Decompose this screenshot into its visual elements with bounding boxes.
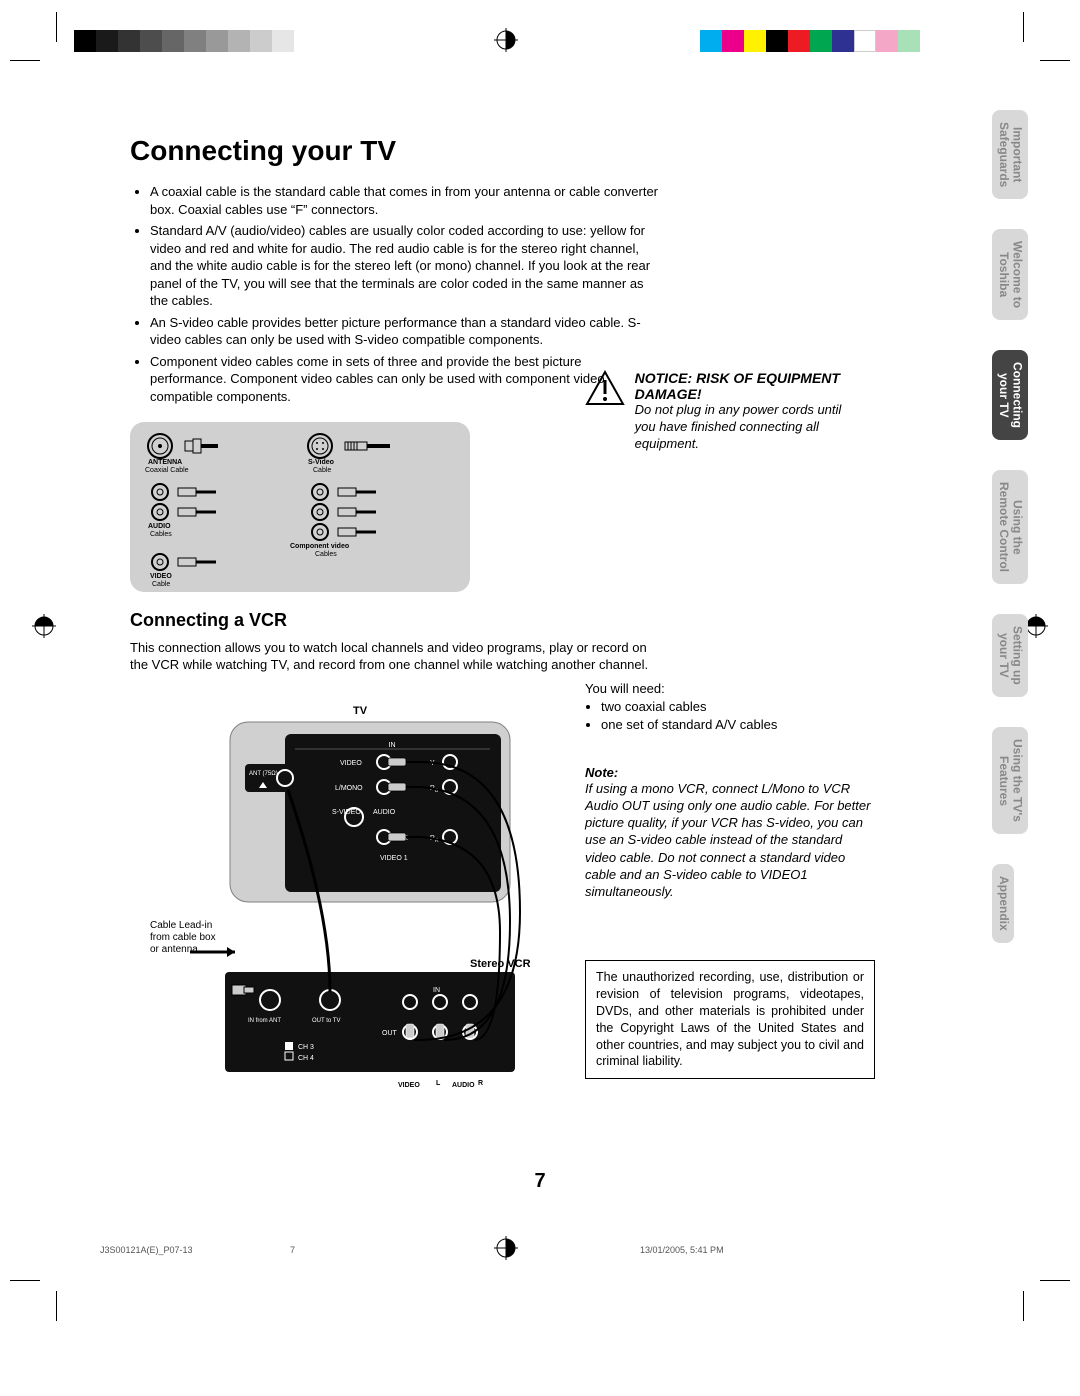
svg-text:AUDIO: AUDIO — [452, 1082, 475, 1089]
notice-body: Do not plug in any power cords until you… — [635, 402, 842, 451]
svg-text:IN from ANT: IN from ANT — [248, 1018, 281, 1024]
svg-text:VIDEO 1: VIDEO 1 — [380, 855, 408, 862]
svg-text:CH 4: CH 4 — [298, 1055, 314, 1062]
registration-mark-right — [1024, 614, 1048, 638]
crop-mark — [56, 1291, 57, 1321]
notice-head: NOTICE: RISK OF EQUIPMENT DAMAGE! — [635, 370, 840, 402]
crop-mark — [10, 60, 40, 61]
colorbar-cmyk — [700, 30, 920, 52]
svg-text:L: L — [436, 1080, 441, 1087]
tab-remote: Using theRemote Control — [992, 470, 1028, 584]
note-body: If using a mono VCR, connect L/Mono to V… — [585, 780, 875, 900]
you-will-need: You will need: two coaxial cables one se… — [585, 680, 865, 735]
vcr-heading: Connecting a VCR — [130, 610, 830, 631]
need-intro: You will need: — [585, 680, 865, 698]
main-content: Connecting your TV A coaxial cable is th… — [130, 135, 830, 1092]
svg-text:L/MONO: L/MONO — [335, 785, 363, 792]
svg-text:OUT: OUT — [382, 1030, 398, 1037]
svg-text:Component video: Component video — [290, 543, 349, 550]
svg-text:IN: IN — [389, 742, 396, 749]
footer-page: 7 — [290, 1245, 295, 1255]
list-item: An S-video cable provides better picture… — [150, 314, 660, 349]
svg-text:OUT to TV: OUT to TV — [312, 1018, 340, 1024]
tab-setup: Setting upyour TV — [992, 614, 1028, 697]
tv-vcr-diagram: TV IN VIDEO L/MONO S-VIDEO AUDIO R VIDEO… — [130, 692, 530, 1092]
tab-safeguards: ImportantSafeguards — [992, 110, 1028, 199]
svg-text:VIDEO: VIDEO — [150, 573, 172, 580]
tab-features: Using the TV'sFeatures — [992, 727, 1028, 834]
svg-text:AUDIO: AUDIO — [148, 523, 171, 530]
svg-text:Cable Lead-in: Cable Lead-in — [150, 920, 212, 931]
list-item: one set of standard A/V cables — [601, 716, 865, 734]
notice-box: NOTICE: RISK OF EQUIPMENT DAMAGE! Do not… — [585, 370, 865, 453]
note-head: Note: — [585, 765, 875, 780]
crop-mark — [1023, 1291, 1024, 1321]
crop-mark — [1040, 60, 1070, 61]
registration-mark-left — [32, 614, 56, 638]
warning-triangle-icon — [585, 370, 625, 409]
tab-welcome: Welcome toToshiba — [992, 229, 1028, 320]
svg-text:R: R — [478, 1080, 483, 1087]
colorbar-grayscale — [74, 30, 294, 52]
list-item: A coaxial cable is the standard cable th… — [150, 183, 660, 218]
svg-text:TV: TV — [353, 705, 368, 717]
tab-connecting: Connectingyour TV — [992, 350, 1028, 440]
svg-text:Cable: Cable — [152, 581, 170, 588]
svg-text:Cables: Cables — [150, 531, 172, 538]
svg-text:IN: IN — [433, 987, 440, 994]
svg-text:CH 3: CH 3 — [298, 1044, 314, 1051]
svg-text:from cable box: from cable box — [150, 932, 216, 943]
svg-text:Cables: Cables — [315, 551, 337, 558]
svg-text:S-Video: S-Video — [308, 459, 334, 466]
footer-filename: J3S00121A(E)_P07-13 — [100, 1245, 193, 1255]
svg-text:Cable: Cable — [313, 467, 331, 474]
cable-description-list: A coaxial cable is the standard cable th… — [150, 183, 660, 406]
label-coax: Coaxial Cable — [145, 467, 189, 474]
copyright-warning: The unauthorized recording, use, distrib… — [585, 960, 875, 1079]
registration-mark-top — [494, 28, 518, 52]
crop-mark — [1023, 12, 1024, 42]
svg-text:AUDIO: AUDIO — [373, 809, 396, 816]
svg-text:or antenna: or antenna — [150, 944, 198, 955]
registration-mark-bottom — [494, 1236, 518, 1260]
vcr-body: This connection allows you to watch loca… — [130, 639, 650, 674]
section-tabs: ImportantSafeguards Welcome toToshiba Co… — [992, 110, 1020, 973]
crop-mark — [1040, 1280, 1070, 1281]
list-item: two coaxial cables — [601, 698, 865, 716]
svg-text:VIDEO: VIDEO — [340, 760, 362, 767]
svg-text:VIDEO: VIDEO — [398, 1082, 420, 1089]
crop-mark — [56, 12, 57, 42]
list-item: Standard A/V (audio/video) cables are us… — [150, 222, 660, 310]
note-box: Note: If using a mono VCR, connect L/Mon… — [585, 765, 875, 900]
page-title: Connecting your TV — [130, 135, 830, 167]
label-antenna: ANTENNA — [148, 459, 182, 466]
cable-types-diagram: ANTENNA Coaxial Cable S-Video Cable AUDI… — [130, 422, 470, 592]
svg-text:ANT (75Ω): ANT (75Ω) — [249, 771, 278, 777]
tab-appendix: Appendix — [992, 864, 1014, 943]
page-number: 7 — [534, 1170, 545, 1193]
list-item: Component video cables come in sets of t… — [150, 353, 660, 406]
crop-mark — [10, 1280, 40, 1281]
footer-timestamp: 13/01/2005, 5:41 PM — [640, 1245, 724, 1255]
